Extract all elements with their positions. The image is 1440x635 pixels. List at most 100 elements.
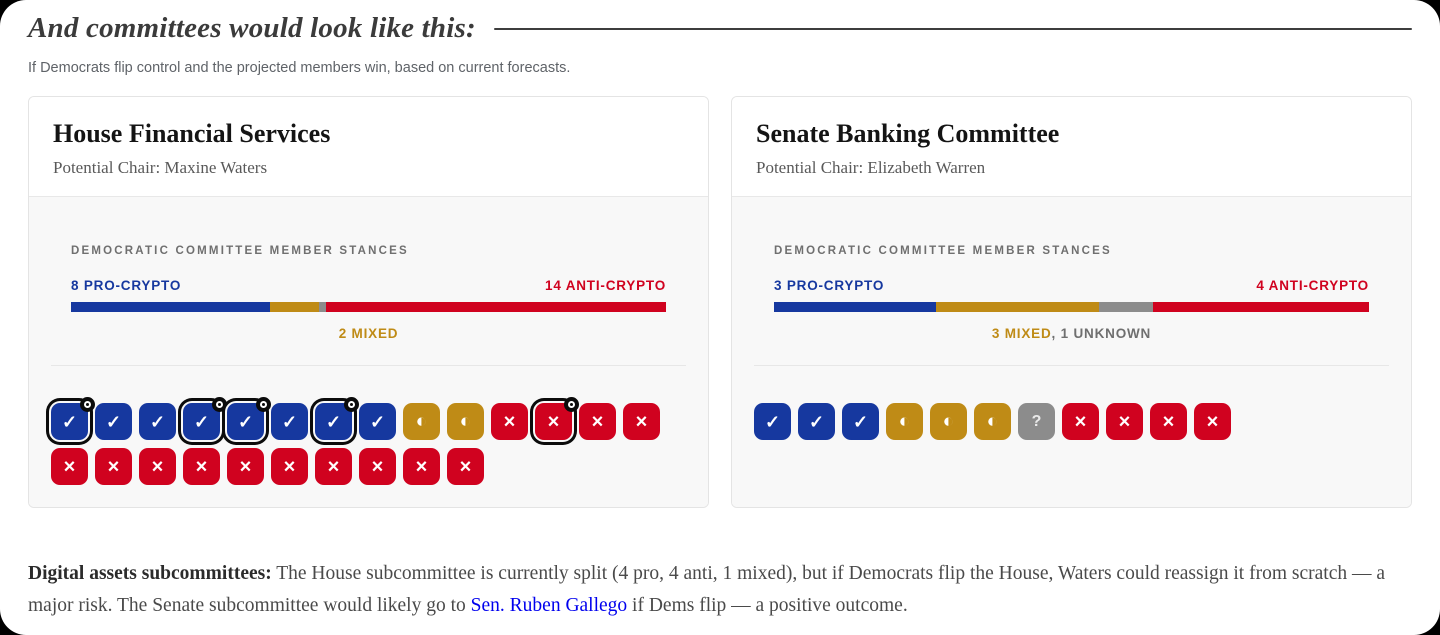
member-tile-x[interactable]: × (95, 448, 132, 485)
member-tile-check[interactable]: ✓ (798, 403, 835, 440)
member-tile-x[interactable]: × (1106, 403, 1143, 440)
check-icon: ✓ (281, 411, 298, 432)
member-tile-check[interactable]: ✓ (95, 403, 132, 440)
check-icon: ✓ (61, 411, 78, 432)
member-tile-x[interactable]: × (403, 448, 440, 485)
member-tile-check[interactable]: ✓ (842, 403, 879, 440)
anti-crypto-count: 14 ANTI-CRYPTO (545, 278, 666, 293)
member-tile-check-highlighted[interactable]: ✓ (183, 397, 227, 440)
footnote-text-1: The House subcommittee is currently spli… (28, 563, 1385, 616)
mixed-icon: ◐ (898, 411, 911, 432)
mixed-count: 3 MIXED (991, 326, 1052, 341)
check-icon: ✓ (237, 411, 254, 432)
mixed-count-line: 2 MIXED (71, 326, 666, 341)
pro-crypto-count: 8 PRO-CRYPTO (71, 278, 182, 293)
member-tile-x[interactable]: × (1150, 403, 1187, 440)
bar-segment-unknown (1098, 302, 1153, 312)
member-tiles: ✓ ✓ ✓ ◐ ◐ ◐? × × × × (754, 403, 1389, 440)
bar-segment-pro (774, 302, 937, 312)
member-tile-x[interactable]: × (447, 448, 484, 485)
card-body: DEMOCRATIC COMMITTEE MEMBER STANCES 3 PR… (732, 196, 1411, 507)
bar-labels: 8 PRO-CRYPTO 14 ANTI-CRYPTO (71, 278, 666, 293)
bar-segment-mixed (936, 302, 1099, 312)
x-icon: × (239, 455, 252, 478)
member-tiles: ✓ ✓ ✓ ✓ ✓ ✓ ✓ ✓ ◐ ◐ × × × × × × × × × × × × × × (51, 397, 686, 485)
highlight-dot-badge (212, 397, 227, 412)
section-heading-row: And committees would look like this: (28, 12, 1412, 45)
divider (754, 365, 1389, 366)
member-tile-x-highlighted[interactable]: × (535, 397, 579, 440)
bar-segment-mixed (269, 302, 319, 312)
committee-title: House Financial Services (53, 119, 331, 148)
committee-title: Senate Banking Committee (756, 119, 1060, 148)
potential-chair: Potential Chair: Maxine Waters (53, 158, 268, 177)
member-tile-mixed[interactable]: ◐ (447, 403, 484, 440)
member-tile-mixed[interactable]: ◐ (974, 403, 1011, 440)
highlight-dot-badge (256, 397, 271, 412)
member-tile-mixed[interactable]: ◐ (930, 403, 967, 440)
highlight-dot-badge (344, 397, 359, 412)
stances-panel: DEMOCRATIC COMMITTEE MEMBER STANCES 8 PR… (51, 245, 686, 341)
stances-label: DEMOCRATIC COMMITTEE MEMBER STANCES (774, 245, 1112, 257)
check-icon: ✓ (193, 411, 210, 432)
x-icon: × (1074, 410, 1087, 433)
mixed-count: 2 MIXED (338, 326, 399, 341)
check-icon: ✓ (764, 411, 781, 432)
ruben-gallego-link[interactable]: Sen. Ruben Gallego (470, 595, 628, 616)
member-tile-x[interactable]: × (623, 403, 660, 440)
member-tile-check[interactable]: ✓ (139, 403, 176, 440)
member-tile-check-highlighted[interactable]: ✓ (315, 397, 359, 440)
x-icon: × (635, 410, 648, 433)
mixed-count-line: 3 MIXED, 1 UNKNOWN (774, 326, 1369, 341)
x-icon: × (591, 410, 604, 433)
member-tile-mixed[interactable]: ◐ (886, 403, 923, 440)
member-tile-check[interactable]: ✓ (754, 403, 791, 440)
x-icon: × (327, 455, 340, 478)
member-tile-check-highlighted[interactable]: ✓ (51, 397, 95, 440)
stances-label: DEMOCRATIC COMMITTEE MEMBER STANCES (71, 245, 409, 257)
member-tile-x[interactable]: × (1062, 403, 1099, 440)
card-body: DEMOCRATIC COMMITTEE MEMBER STANCES 8 PR… (29, 196, 708, 507)
check-icon: ✓ (105, 411, 122, 432)
x-icon: × (503, 410, 516, 433)
member-tile-x[interactable]: × (491, 403, 528, 440)
divider (51, 365, 686, 366)
pro-crypto-count: 3 PRO-CRYPTO (774, 278, 885, 293)
member-tile-x[interactable]: × (1194, 403, 1231, 440)
member-tile-x[interactable]: × (579, 403, 616, 440)
member-tile-x[interactable]: × (359, 448, 396, 485)
bar-segment-anti (1152, 302, 1369, 312)
mixed-icon: ◐ (415, 411, 428, 432)
x-icon: × (1118, 410, 1131, 433)
x-icon: × (459, 455, 472, 478)
check-icon: ✓ (149, 411, 166, 432)
unknown-icon: ? (1031, 412, 1042, 430)
committee-cards: House Financial Services Potential Chair… (28, 96, 1412, 508)
member-tile-check-highlighted[interactable]: ✓ (227, 397, 271, 440)
section-heading: And committees would look like this: (28, 12, 476, 44)
member-tile-x[interactable]: × (139, 448, 176, 485)
x-icon: × (283, 455, 296, 478)
member-tile-check[interactable]: ✓ (271, 403, 308, 440)
check-icon: ✓ (808, 411, 825, 432)
member-tile-x[interactable]: × (183, 448, 220, 485)
stance-bar (774, 302, 1369, 312)
member-tile-x[interactable]: × (51, 448, 88, 485)
subcommittees-footnote: Digital assets subcommittees: The House … (28, 558, 1412, 622)
member-tile-check[interactable]: ✓ (359, 403, 396, 440)
anti-crypto-count: 4 ANTI-CRYPTO (1256, 278, 1369, 293)
check-icon: ✓ (369, 411, 386, 432)
check-icon: ✓ (852, 411, 869, 432)
x-icon: × (1206, 410, 1219, 433)
member-tile-mixed[interactable]: ◐ (403, 403, 440, 440)
member-tile-x[interactable]: × (227, 448, 264, 485)
member-tile-x[interactable]: × (315, 448, 352, 485)
member-tile-unknown[interactable]: ? (1018, 403, 1055, 440)
highlight-dot-badge (564, 397, 579, 412)
member-tile-x[interactable]: × (271, 448, 308, 485)
stance-bar (71, 302, 666, 312)
x-icon: × (63, 455, 76, 478)
x-icon: × (1162, 410, 1175, 433)
x-icon: × (107, 455, 120, 478)
mixed-icon: ◐ (459, 411, 472, 432)
